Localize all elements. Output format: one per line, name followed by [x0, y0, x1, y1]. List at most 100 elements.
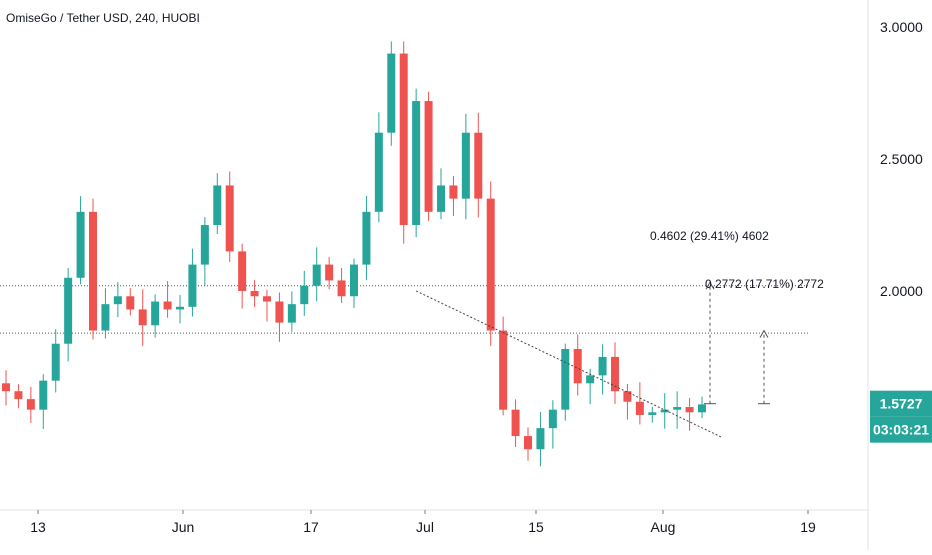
x-tick-label: Jun [172, 519, 195, 535]
candle [325, 257, 334, 290]
candle [238, 243, 247, 309]
candle-body [424, 101, 433, 212]
candle-body [200, 225, 209, 265]
candle-body [312, 264, 321, 286]
x-tick-label: Jul [416, 519, 434, 535]
candle-body [399, 53, 408, 226]
candle-body [660, 409, 669, 413]
candle [536, 412, 545, 467]
candle [151, 294, 160, 338]
candle-body [524, 436, 532, 450]
candle-body [486, 198, 495, 331]
candle [39, 374, 48, 429]
candle [101, 288, 110, 339]
candle-body [163, 301, 172, 310]
candle [2, 370, 10, 406]
candle [337, 268, 346, 303]
candle [598, 344, 607, 395]
candle [126, 288, 135, 316]
last-price-label: 1.5727 [880, 396, 923, 412]
candle-body [51, 343, 60, 381]
candle [660, 393, 669, 429]
candle [225, 171, 234, 262]
candle-body [337, 280, 346, 297]
candle-body [89, 211, 97, 331]
candle [51, 329, 60, 393]
candle [138, 289, 147, 346]
candle-body [238, 251, 247, 291]
candle [14, 384, 23, 409]
candle-body [511, 409, 520, 437]
candle-body [64, 277, 73, 344]
candle [449, 175, 458, 217]
candle [511, 399, 520, 447]
candle [89, 198, 97, 340]
candle-body [536, 428, 545, 450]
candle-body [685, 407, 694, 413]
candle-body [300, 285, 309, 305]
candle [486, 181, 495, 346]
candle-body [26, 399, 35, 410]
candle [412, 88, 421, 238]
candle-body [412, 101, 421, 226]
countdown-tag [870, 416, 932, 443]
candle-body [611, 356, 619, 392]
candle [300, 270, 309, 316]
candle [698, 396, 706, 419]
candle-body [437, 185, 445, 212]
candle [163, 281, 172, 318]
measurement-label: 0.2772 (17.71%) 2772 [705, 277, 824, 291]
candle [524, 427, 532, 461]
candle [461, 113, 470, 220]
candle-body [673, 407, 682, 410]
last-price-tag [870, 390, 932, 417]
candle [76, 196, 85, 285]
candle [287, 291, 296, 332]
candle [113, 282, 122, 318]
candle [648, 406, 657, 423]
candle-body [14, 391, 23, 400]
countdown-label: 03:03:21 [873, 422, 929, 438]
measurement-label: 0.4602 (29.41%) 4602 [650, 229, 769, 243]
candle [275, 292, 284, 342]
candle-body [126, 296, 135, 310]
descending-trendline [415, 290, 723, 438]
candle-body [101, 304, 110, 331]
candle-body [176, 306, 184, 310]
candle [263, 289, 271, 322]
y-tick-label: 2.0000 [880, 283, 923, 299]
y-tick-label: 3.0000 [880, 19, 923, 35]
candle [64, 268, 73, 362]
chart-title: OmiseGo / Tether USD, 240, HUOBI [6, 11, 200, 25]
candle-body [113, 296, 122, 305]
candle-body [250, 290, 259, 297]
candle-body [461, 132, 470, 199]
candle-body [287, 304, 296, 323]
candle [350, 258, 358, 309]
candle [399, 41, 408, 244]
candle [374, 112, 383, 223]
candle-body [362, 211, 371, 265]
candle-body [225, 185, 234, 252]
candle [424, 91, 433, 221]
candle-body [449, 185, 458, 199]
candle-body [138, 309, 147, 326]
candle-body [648, 412, 657, 415]
candle-body [586, 375, 595, 384]
candle-body [275, 301, 284, 323]
candle [474, 112, 483, 218]
candle [250, 280, 259, 308]
candle-body [76, 211, 85, 278]
x-tick-label: 17 [303, 519, 319, 535]
candle-body [350, 264, 358, 297]
candle-body [325, 264, 334, 281]
candle-body [573, 349, 582, 384]
candle [362, 195, 371, 281]
candle-body [2, 383, 10, 392]
candle [200, 217, 209, 286]
x-tick-label: 13 [30, 519, 46, 535]
x-tick-label: Aug [651, 519, 676, 535]
candle-body [474, 132, 483, 199]
